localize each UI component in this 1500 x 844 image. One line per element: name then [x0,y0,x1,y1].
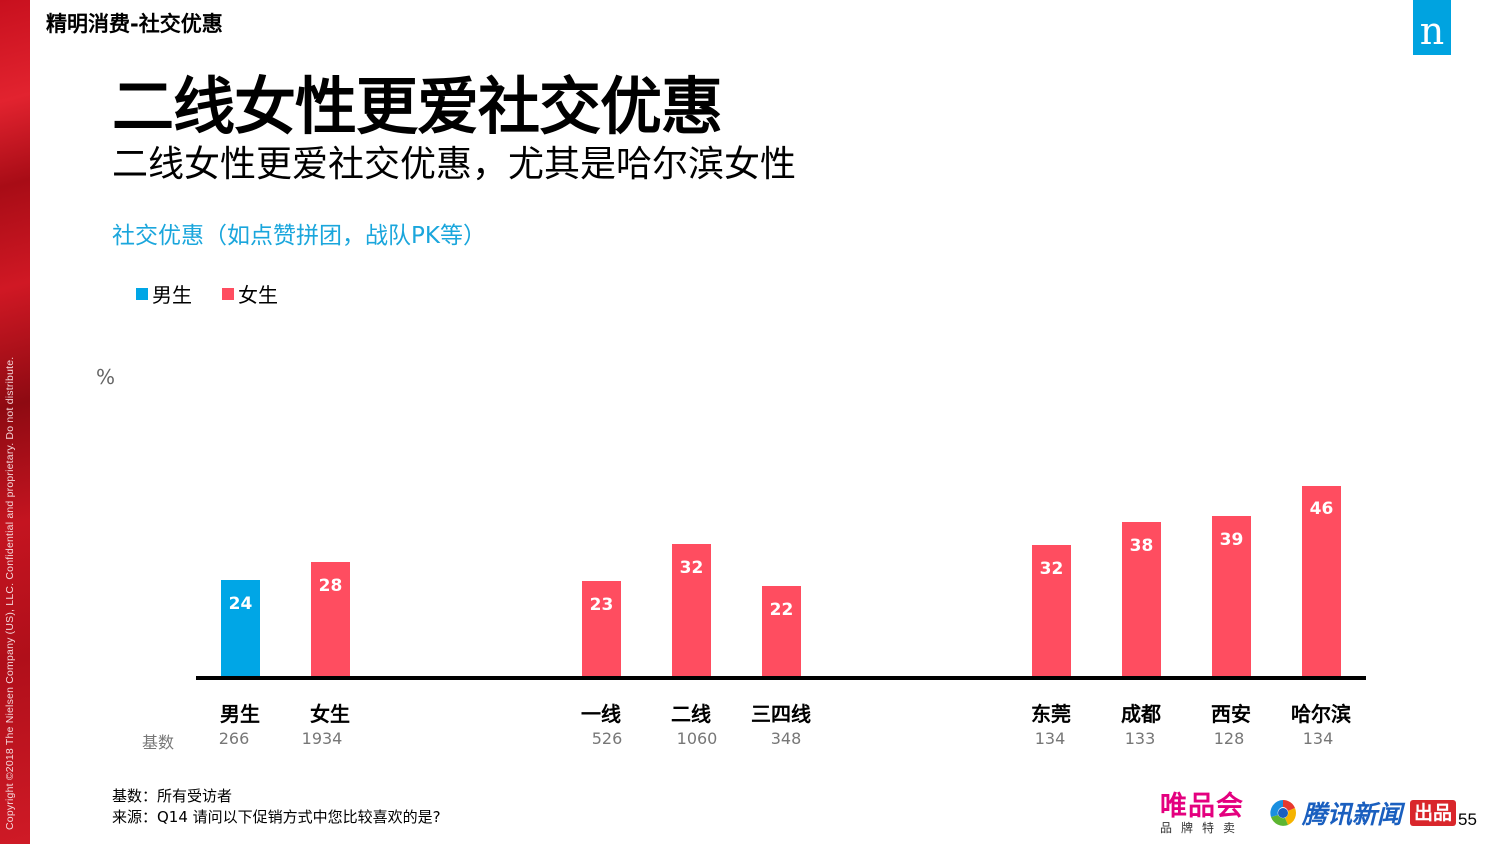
base-count: 133 [1124,729,1156,748]
bar-dongguan: 32 [1032,545,1071,677]
bar-value: 23 [589,595,614,615]
legend-label: 女生 [238,283,278,307]
produced-by-badge: 出品 [1410,800,1457,826]
bar-value: 28 [318,576,343,596]
bar-value: 32 [1039,559,1064,579]
category-label: 成都 [1121,702,1161,726]
legend-item-female: 女生 [222,279,278,308]
category-label: 哈尔滨 [1291,702,1351,726]
base-count-title: 基数 [142,733,175,752]
bar-female: 28 [311,562,350,677]
bar-value: 38 [1129,536,1154,556]
source-note: 来源：Q14 请问以下促销方式中您比较喜欢的是? [112,808,441,826]
vipshop-brand: 唯品会 [1160,791,1244,822]
page-title: 二线女性更爱社交优惠 [112,70,723,143]
footnotes: 基数：所有受访者 来源：Q14 请问以下促销方式中您比较喜欢的是? [112,786,441,828]
bar-value: 39 [1219,530,1244,550]
page-number: 55 [1458,810,1477,829]
copyright-notice: Copyright ©2018 The Nielsen Company (US)… [4,356,16,830]
y-axis-unit: % [96,365,116,389]
base-count: 128 [1213,729,1245,748]
base-count: 134 [1302,729,1334,748]
tencent-news-icon [1270,800,1296,826]
bar-xian: 39 [1212,516,1251,677]
base-count: 526 [591,729,623,748]
tencent-news-logo: 腾讯新闻 出品 [1268,795,1457,831]
section-title: 精明消费-社交优惠 [46,12,223,36]
bar-tier3-4: 22 [762,586,801,677]
bar-value: 46 [1309,499,1334,519]
legend-swatch-female-icon [222,287,234,300]
category-label: 男生 [220,702,260,726]
bar-harbin: 46 [1302,486,1341,677]
page-subtitle: 二线女性更爱社交优惠，尤其是哈尔滨女性 [112,144,797,185]
bar-male: 24 [221,580,260,677]
decorative-side-strip [0,0,30,844]
vipshop-tagline: 品牌特卖 [1160,821,1245,835]
legend-label: 男生 [152,283,192,307]
chart-title: 社交优惠（如点赞拼团，战队PK等） [112,223,486,249]
category-label: 一线 [581,702,621,726]
bar-tier2: 32 [672,544,711,677]
legend-item-male: 男生 [136,279,192,308]
category-label: 二线 [671,702,711,726]
x-axis-line [196,676,1366,680]
category-label: 三四线 [751,702,811,726]
category-label: 西安 [1211,702,1251,726]
chart-legend: 男生 女生 [136,279,278,308]
base-count: 134 [1034,729,1066,748]
bar-value: 32 [679,558,704,578]
bar-value: 22 [769,600,794,620]
base-note: 基数：所有受访者 [112,787,233,805]
bar-chengdu: 38 [1122,522,1161,677]
legend-swatch-male-icon [136,287,148,300]
category-label: 东莞 [1031,702,1071,726]
base-count: 1934 [301,729,343,748]
vipshop-logo: 唯品会 品牌特卖 [1160,791,1245,836]
tencent-news-brand: 腾讯新闻 [1302,800,1403,829]
base-count: 266 [218,729,250,748]
base-count: 1060 [676,729,718,748]
category-label: 女生 [310,702,350,726]
base-count: 348 [770,729,802,748]
nielsen-logo-icon: n [1413,0,1451,55]
bar-value: 24 [228,594,253,614]
bar-tier1: 23 [582,581,621,677]
